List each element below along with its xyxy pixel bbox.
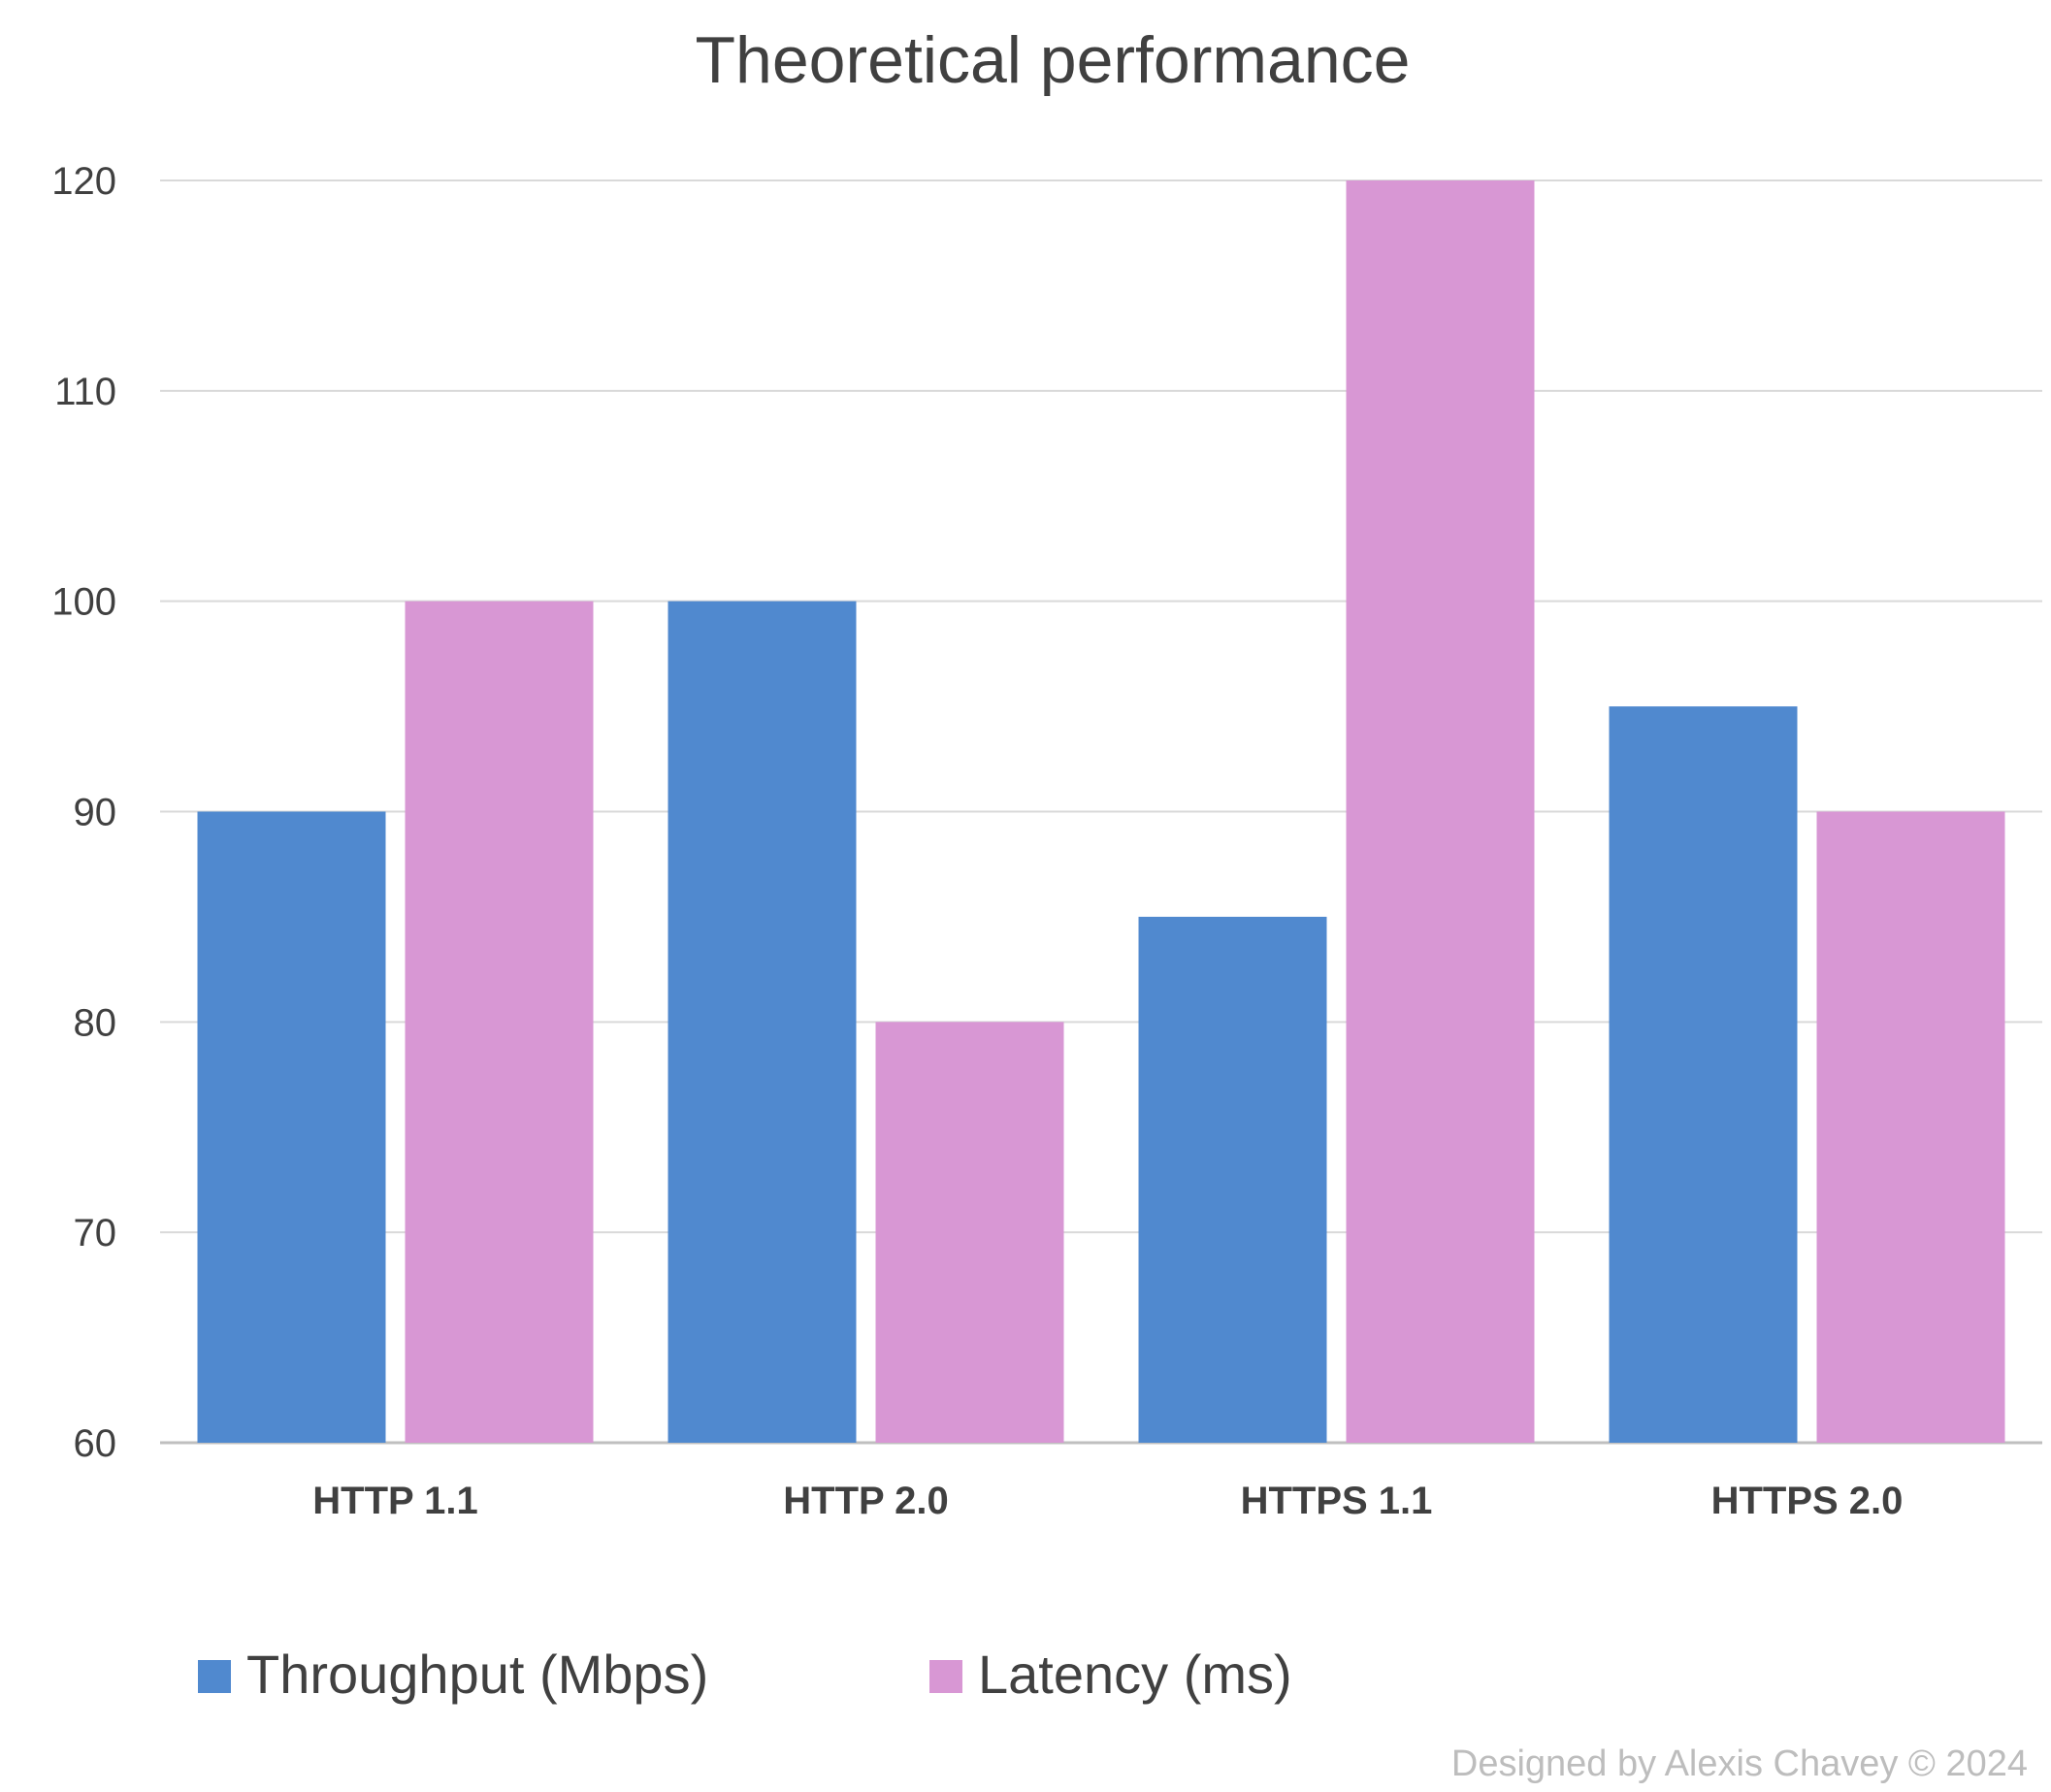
y-tick-label: 110 [54,371,116,413]
bar-throughput-https-1-1 [1138,916,1327,1443]
bar-latency-http-2-0 [875,1022,1064,1443]
x-tick-label: HTTPS 1.1 [1241,1480,1433,1522]
y-tick-label: 120 [51,160,116,203]
bar-latency-http-1-1 [405,601,594,1443]
bar-throughput-https-2-0 [1609,706,1798,1443]
bar-throughput-http-1-1 [197,811,386,1443]
x-axis-ticks: HTTP 1.1 HTTP 2.0 HTTPS 1.1 HTTPS 2.0 [312,1480,1903,1522]
legend-label: Throughput (Mbps) [246,1644,708,1705]
y-tick-label: 60 [74,1422,117,1465]
chart-title: Theoretical performance [695,23,1410,97]
bar-latency-https-2-0 [1816,811,2005,1443]
y-tick-label: 80 [74,1001,117,1044]
y-axis-ticks: 60 70 80 90 100 110 120 [51,160,116,1465]
bars [197,180,2005,1443]
credit-text: Designed by Alexis Chavey © 2024 [1451,1743,2028,1784]
x-tick-label: HTTPS 2.0 [1711,1480,1904,1522]
x-tick-label: HTTP 2.0 [783,1480,948,1522]
legend-label: Latency (ms) [978,1644,1292,1705]
legend: Throughput (Mbps) Latency (ms) [198,1644,1292,1705]
x-tick-label: HTTP 1.1 [312,1480,477,1522]
bar-throughput-http-2-0 [667,601,857,1443]
legend-swatch [929,1660,962,1693]
y-tick-label: 100 [51,581,116,624]
bar-latency-https-1-1 [1346,180,1535,1443]
legend-swatch [198,1660,231,1693]
y-tick-label: 70 [74,1212,117,1254]
y-tick-label: 90 [74,792,117,834]
